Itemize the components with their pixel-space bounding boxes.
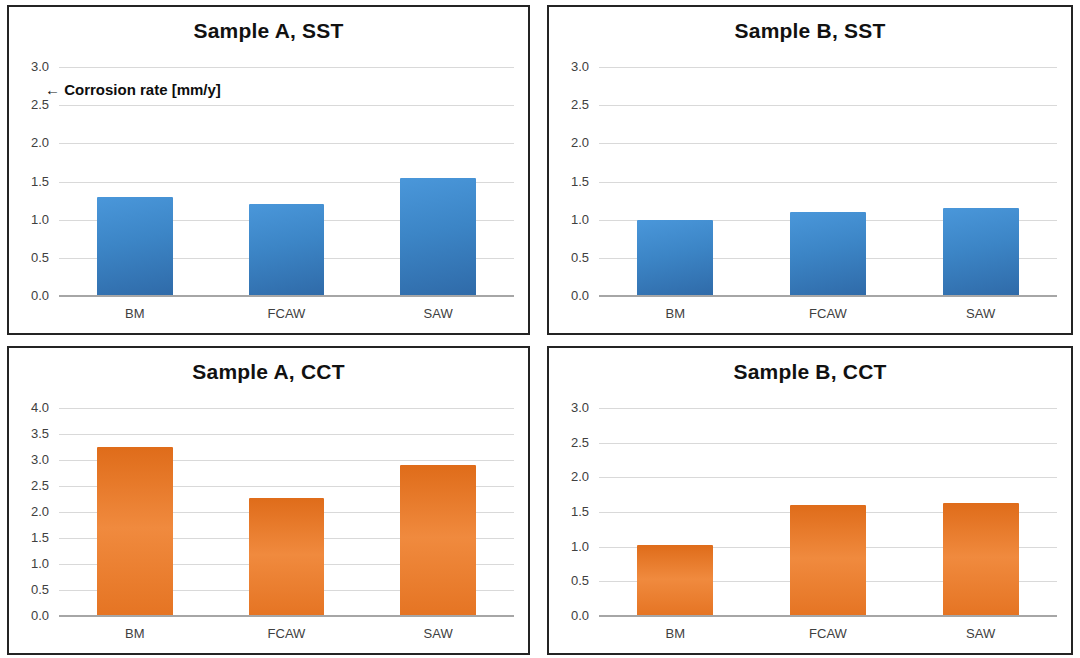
y-tick-label: 2.5 xyxy=(9,96,49,114)
chart-panel-sample-a-sst: Sample A, SST ← Corrosion rate [mm/y] 0.… xyxy=(7,5,530,335)
bar-saw xyxy=(400,178,476,296)
y-tick-label: 0.5 xyxy=(9,249,49,267)
plot-area: 0.0 0.5 1.0 1.5 2.0 2.5 3.0 BMFCAWSAW xyxy=(549,348,1071,653)
plot-area: 0.0 0.5 1.0 1.5 2.0 2.5 3.0 BMFCAWSAW xyxy=(9,7,528,333)
gridline xyxy=(599,408,1057,409)
x-tick-label: SAW xyxy=(904,626,1057,642)
gridline xyxy=(599,143,1057,144)
x-tick-label: SAW xyxy=(362,306,514,322)
x-axis-line xyxy=(599,615,1057,617)
x-tick-label: BM xyxy=(59,306,211,322)
chart-figure: { "figure": { "description_annotation": … xyxy=(0,0,1080,658)
y-tick-label: 2.0 xyxy=(549,468,589,486)
y-tick-label: 2.5 xyxy=(549,434,589,452)
gridline xyxy=(59,143,514,144)
bar-bm xyxy=(637,545,713,616)
bar-saw xyxy=(943,503,1019,616)
y-tick-label: 0.0 xyxy=(549,287,589,305)
gridline xyxy=(599,182,1057,183)
bar-saw xyxy=(943,208,1019,296)
y-tick-label: 3.5 xyxy=(9,425,49,443)
y-tick-label: 1.0 xyxy=(549,538,589,556)
bar-fcaw xyxy=(790,505,866,616)
bar-fcaw xyxy=(790,212,866,296)
x-axis-line xyxy=(59,615,514,617)
y-tick-label: 4.0 xyxy=(9,399,49,417)
y-tick-label: 3.0 xyxy=(9,451,49,469)
plot-area: 0.0 0.5 1.0 1.5 2.0 2.5 3.0 BMFCAWSAW xyxy=(549,7,1071,333)
gridline xyxy=(59,105,514,106)
x-tick-label: FCAW xyxy=(211,626,363,642)
x-axis-line xyxy=(59,295,514,297)
y-tick-label: 0.5 xyxy=(549,249,589,267)
gridline xyxy=(599,477,1057,478)
y-tick-label: 1.5 xyxy=(9,173,49,191)
x-tick-label: FCAW xyxy=(211,306,363,322)
x-tick-label: FCAW xyxy=(752,626,905,642)
y-tick-label: 1.5 xyxy=(9,529,49,547)
x-axis-line xyxy=(599,295,1057,297)
y-tick-label: 0.0 xyxy=(549,607,589,625)
x-tick-label: SAW xyxy=(904,306,1057,322)
y-tick-label: 3.0 xyxy=(9,58,49,76)
bar-fcaw xyxy=(249,204,325,296)
gridline xyxy=(599,67,1057,68)
y-tick-label: 1.0 xyxy=(9,211,49,229)
y-tick-label: 3.0 xyxy=(549,58,589,76)
gridline xyxy=(599,105,1057,106)
bar-bm xyxy=(97,197,173,296)
gridline xyxy=(59,408,514,409)
y-tick-label: 3.0 xyxy=(549,399,589,417)
y-tick-label: 2.5 xyxy=(9,477,49,495)
y-tick-label: 0.5 xyxy=(549,572,589,590)
y-tick-label: 0.5 xyxy=(9,581,49,599)
y-tick-label: 1.5 xyxy=(549,173,589,191)
bar-saw xyxy=(400,465,476,616)
y-tick-label: 1.0 xyxy=(549,211,589,229)
y-tick-label: 1.5 xyxy=(549,503,589,521)
y-tick-label: 2.0 xyxy=(9,503,49,521)
y-tick-label: 2.0 xyxy=(9,134,49,152)
plot-area: 0.0 0.5 1.0 1.5 2.0 2.5 3.0 3.5 4.0 BMFCAWSAW xyxy=(9,348,528,653)
y-tick-label: 2.5 xyxy=(549,96,589,114)
gridline xyxy=(59,67,514,68)
bar-fcaw xyxy=(249,498,325,616)
x-tick-label: BM xyxy=(59,626,211,642)
gridline xyxy=(599,443,1057,444)
chart-panel-sample-b-cct: Sample B, CCT 0.00.51.01.52.02.53.0BMFCA… xyxy=(547,346,1073,655)
x-tick-label: BM xyxy=(599,306,752,322)
chart-panel-sample-a-cct: Sample A, CCT 0.00.51.01.52.02.53.03.54.… xyxy=(7,346,530,655)
y-tick-label: 0.0 xyxy=(9,607,49,625)
x-tick-label: FCAW xyxy=(752,306,905,322)
bar-bm xyxy=(97,447,173,616)
y-tick-label: 2.0 xyxy=(549,134,589,152)
chart-panel-sample-b-sst: Sample B, SST 0.00.51.01.52.02.53.0BMFCA… xyxy=(547,5,1073,335)
gridline xyxy=(59,434,514,435)
x-tick-label: BM xyxy=(599,626,752,642)
y-axis-annotation: ← Corrosion rate [mm/y] xyxy=(45,81,221,98)
x-tick-label: SAW xyxy=(362,626,514,642)
bar-bm xyxy=(637,220,713,296)
y-tick-label: 0.0 xyxy=(9,287,49,305)
y-tick-label: 1.0 xyxy=(9,555,49,573)
